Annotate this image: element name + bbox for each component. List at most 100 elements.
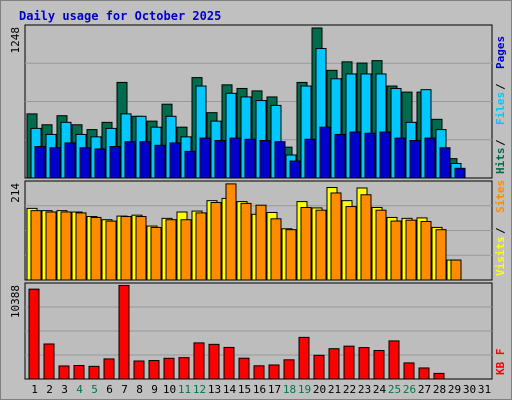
bar-sites-day-17 bbox=[270, 218, 282, 281]
bar-kb-f-day-27 bbox=[418, 367, 430, 380]
bar-sites-day-6 bbox=[105, 220, 117, 281]
bar-sites-day-20 bbox=[315, 209, 327, 281]
x-tick-label-day-1: 1 bbox=[31, 383, 38, 396]
x-tick-label-day-9: 9 bbox=[151, 383, 158, 396]
bar-kb-f-day-10 bbox=[163, 357, 175, 380]
x-tick-label-day-4: 4 bbox=[76, 383, 83, 396]
bar-pages-day-21 bbox=[334, 133, 346, 179]
x-axis-day-labels: 1 2 3 4 5 6 7 8 9 10 11 12 13 14 15 16 17 18 19 20 21 22 23 24 2… bbox=[31, 383, 491, 396]
bar-pages-day-28 bbox=[439, 147, 451, 179]
x-tick-label-day-17: 17 bbox=[268, 383, 281, 396]
x-tick-label-day-7: 7 bbox=[121, 383, 128, 396]
x-tick-label-day-28: 28 bbox=[433, 383, 446, 396]
bar-kb-f-day-6 bbox=[103, 358, 115, 380]
bar-kb-f-day-24 bbox=[373, 349, 385, 380]
x-tick-label-day-8: 8 bbox=[136, 383, 143, 396]
bar-kb-f-day-14 bbox=[223, 346, 235, 380]
bar-pages-day-7 bbox=[124, 141, 136, 179]
panel-kbytes: 10388 KB F bbox=[9, 282, 507, 380]
bar-sites-day-25 bbox=[390, 220, 402, 281]
bar-pages-day-8 bbox=[139, 141, 151, 179]
bar-sites-day-28 bbox=[435, 229, 447, 281]
legend-sites: Sites bbox=[494, 180, 507, 213]
bar-sites-day-26 bbox=[405, 219, 417, 281]
bar-kb-f-day-18 bbox=[283, 359, 295, 380]
chart-panels: 1248 Hits / Files / Pages 214 Visits / Site… bbox=[9, 24, 507, 380]
y-max-label: 214 bbox=[9, 183, 22, 203]
bar-kb-f-day-13 bbox=[208, 343, 220, 380]
bar-sites-day-9 bbox=[150, 226, 162, 281]
bar-sites-day-5 bbox=[90, 216, 102, 281]
bar-kb-f-day-25 bbox=[388, 340, 400, 380]
bar-kb-f-day-9 bbox=[148, 360, 160, 380]
bar-sites-day-29 bbox=[450, 259, 462, 281]
bar-pages-day-10 bbox=[169, 142, 181, 179]
bar-pages-day-26 bbox=[409, 139, 421, 179]
bar-pages-day-16 bbox=[259, 139, 271, 179]
bar-kb-f-day-21 bbox=[328, 348, 340, 380]
bar-sites-day-18 bbox=[285, 229, 297, 281]
bar-pages-day-24 bbox=[379, 131, 391, 179]
bar-sites-day-15 bbox=[240, 202, 252, 281]
x-tick-label-day-22: 22 bbox=[343, 383, 356, 396]
x-tick-label-day-26: 26 bbox=[403, 383, 416, 396]
x-tick-label-day-16: 16 bbox=[253, 383, 266, 396]
bar-kb-f-day-20 bbox=[313, 354, 325, 380]
legend-visits: Visits bbox=[494, 236, 507, 276]
x-tick-label-day-6: 6 bbox=[106, 383, 113, 396]
bar-sites-day-27 bbox=[420, 221, 432, 281]
bar-pages-day-14 bbox=[229, 137, 241, 179]
x-tick-label-day-25: 25 bbox=[388, 383, 401, 396]
x-tick-label-day-24: 24 bbox=[373, 383, 387, 396]
bar-sites-day-21 bbox=[330, 192, 342, 281]
bar-pages-day-20 bbox=[319, 126, 331, 179]
bar-kb-f-day-7 bbox=[118, 284, 130, 380]
legend-separator: / bbox=[494, 139, 507, 146]
x-tick-label-day-29: 29 bbox=[448, 383, 461, 396]
bar-pages-day-17 bbox=[274, 141, 286, 179]
bar-pages-day-22 bbox=[349, 131, 361, 179]
x-tick-label-day-18: 18 bbox=[283, 383, 296, 396]
x-tick-label-day-13: 13 bbox=[208, 383, 221, 396]
bar-pages-day-23 bbox=[364, 132, 376, 179]
x-tick-label-day-31: 31 bbox=[478, 383, 491, 396]
legend-files: Files bbox=[494, 92, 507, 125]
bar-pages-day-1 bbox=[34, 146, 46, 179]
bar-pages-day-4 bbox=[79, 147, 91, 179]
panel-hits_files_pages: 1248 Hits / Files / Pages bbox=[9, 24, 507, 179]
bar-pages-day-25 bbox=[394, 137, 406, 179]
bar-kb-f-day-15 bbox=[238, 357, 250, 380]
bar-sites-day-19 bbox=[300, 206, 312, 281]
legend-separator: / bbox=[494, 83, 507, 90]
legend-kb-f: KB F bbox=[494, 349, 507, 376]
bar-pages-day-13 bbox=[214, 139, 226, 179]
x-tick-label-day-3: 3 bbox=[61, 383, 68, 396]
y-max-label: 1248 bbox=[9, 27, 22, 54]
bar-sites-day-2 bbox=[45, 211, 57, 281]
legend-hits: Hits bbox=[494, 148, 507, 175]
bar-sites-day-10 bbox=[165, 219, 177, 281]
bar-sites-day-8 bbox=[135, 216, 147, 281]
bar-kb-f-day-8 bbox=[133, 360, 145, 380]
bar-kb-f-day-3 bbox=[58, 365, 70, 380]
bar-pages-day-27 bbox=[424, 137, 436, 179]
bar-kb-f-day-28 bbox=[433, 372, 445, 380]
bar-sites-day-22 bbox=[345, 206, 357, 281]
bar-kb-f-day-2 bbox=[43, 343, 55, 380]
bar-kb-f-day-17 bbox=[268, 364, 280, 380]
x-tick-label-day-11: 11 bbox=[178, 383, 191, 396]
bar-pages-day-11 bbox=[184, 150, 196, 179]
x-tick-label-day-20: 20 bbox=[313, 383, 326, 396]
bar-pages-day-9 bbox=[154, 144, 166, 179]
chart-title: Daily usage for October 2025 bbox=[19, 9, 221, 23]
bar-kb-f-day-22 bbox=[343, 345, 355, 380]
bar-kb-f-day-23 bbox=[358, 347, 370, 380]
legend-separator: / bbox=[494, 227, 507, 234]
bar-sites-day-4 bbox=[75, 212, 87, 281]
bar-kb-f-day-16 bbox=[253, 365, 265, 380]
legend-pages: Pages bbox=[494, 36, 507, 69]
bar-sites-day-12 bbox=[195, 212, 207, 281]
bar-pages-day-18 bbox=[289, 160, 301, 179]
y-max-label: 10388 bbox=[9, 285, 22, 318]
